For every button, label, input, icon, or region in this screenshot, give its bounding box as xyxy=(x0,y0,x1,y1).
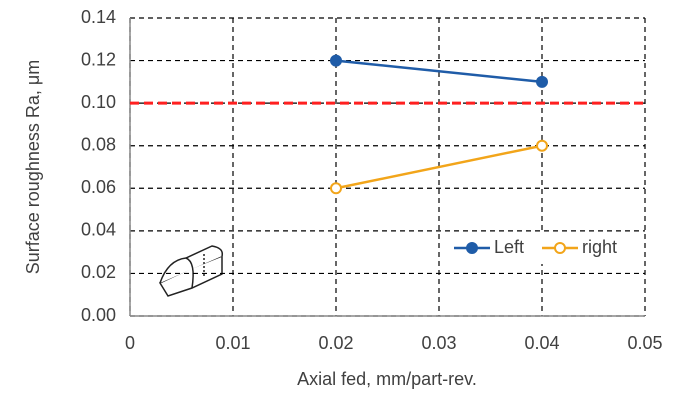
x-tick-label: 0.04 xyxy=(524,333,559,353)
series-line xyxy=(335,59,543,84)
legend-marker xyxy=(466,242,478,254)
marker xyxy=(330,182,342,195)
marker xyxy=(536,139,548,152)
x-axis-label: Axial fed, mm/part-rev. xyxy=(297,369,477,389)
y-tick-label: 0.14 xyxy=(81,7,116,27)
legend-label: Left xyxy=(494,237,524,257)
y-tick-label: 0.08 xyxy=(81,134,116,154)
marker xyxy=(330,54,342,67)
y-tick-label: 0.02 xyxy=(81,262,116,282)
bead-icon xyxy=(158,245,224,297)
x-tick-label: 0.03 xyxy=(421,333,456,353)
legend-label: right xyxy=(582,237,617,257)
marker xyxy=(536,75,548,88)
y-tick-label: 0.12 xyxy=(81,49,116,69)
x-tick-label: 0 xyxy=(125,333,135,353)
y-tick-label: 0.00 xyxy=(81,305,116,325)
y-tick-label: 0.04 xyxy=(81,220,116,240)
legend-marker xyxy=(554,242,566,254)
y-axis-label: Surface roughness Ra, μm xyxy=(23,60,43,274)
x-tick-label: 0.01 xyxy=(215,333,250,353)
y-tick-label: 0.06 xyxy=(81,177,116,197)
x-tick-label: 0.02 xyxy=(318,333,353,353)
x-tick-label: 0.05 xyxy=(627,333,662,353)
series-line xyxy=(335,144,543,190)
y-tick-label: 0.10 xyxy=(81,92,116,112)
